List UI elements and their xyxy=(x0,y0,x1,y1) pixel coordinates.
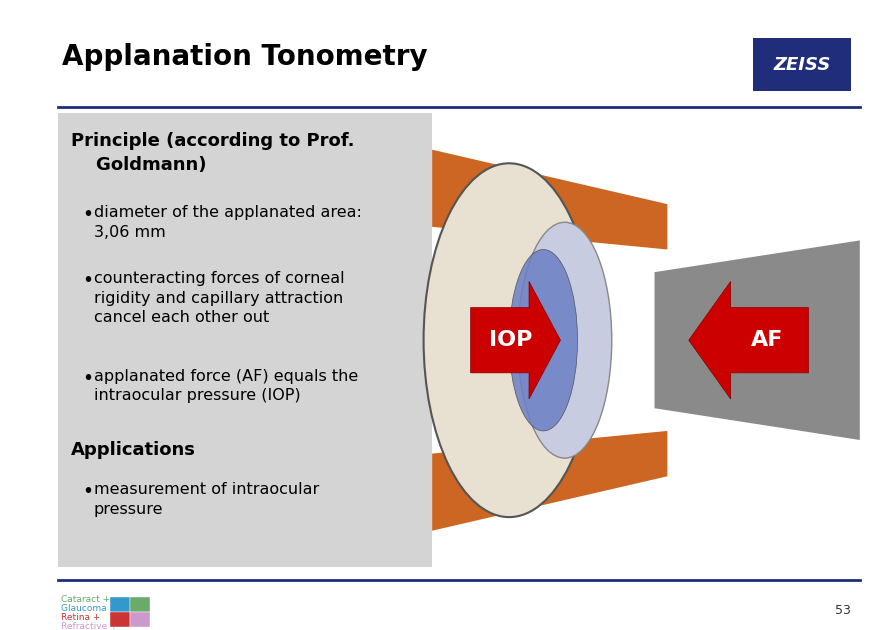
Text: diameter of the applanated area:
3,06 mm: diameter of the applanated area: 3,06 mm xyxy=(94,205,362,239)
FancyBboxPatch shape xyxy=(110,612,130,627)
Text: Principle (according to Prof.
    Goldmann): Principle (according to Prof. Goldmann) xyxy=(71,132,355,174)
Text: Retina +: Retina + xyxy=(61,613,100,622)
Text: Glaucoma +: Glaucoma + xyxy=(61,604,117,613)
FancyBboxPatch shape xyxy=(753,38,851,91)
Text: •: • xyxy=(82,369,93,387)
Polygon shape xyxy=(432,150,667,249)
FancyBboxPatch shape xyxy=(130,597,150,612)
Text: ZEISS: ZEISS xyxy=(773,55,830,74)
Polygon shape xyxy=(655,241,860,440)
Text: measurement of intraocular
pressure: measurement of intraocular pressure xyxy=(94,482,319,517)
Text: Cataract +: Cataract + xyxy=(61,595,110,604)
Ellipse shape xyxy=(509,249,577,431)
FancyBboxPatch shape xyxy=(110,597,130,612)
Text: •: • xyxy=(82,205,93,224)
Text: counteracting forces of corneal
rigidity and capillary attraction
cancel each ot: counteracting forces of corneal rigidity… xyxy=(94,271,344,326)
Text: IOP: IOP xyxy=(489,330,533,350)
Polygon shape xyxy=(432,431,667,530)
Ellipse shape xyxy=(518,222,612,458)
FancyBboxPatch shape xyxy=(58,113,432,567)
Ellipse shape xyxy=(423,163,594,517)
Text: •: • xyxy=(82,271,93,290)
Text: •: • xyxy=(82,482,93,501)
FancyBboxPatch shape xyxy=(130,612,150,627)
Text: Applications: Applications xyxy=(71,441,196,459)
Text: Applanation Tonometry: Applanation Tonometry xyxy=(62,43,428,71)
Text: applanated force (AF) equals the
intraocular pressure (IOP): applanated force (AF) equals the intraoc… xyxy=(94,369,358,403)
Text: 53: 53 xyxy=(835,604,851,617)
Text: AF: AF xyxy=(750,330,783,350)
Polygon shape xyxy=(689,282,808,399)
Polygon shape xyxy=(470,282,560,399)
Text: Refractive +: Refractive + xyxy=(61,622,118,630)
